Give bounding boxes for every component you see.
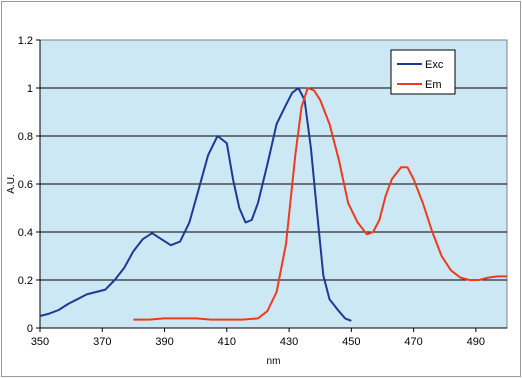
y-tick-label: 0.4 <box>18 227 33 239</box>
legend: Exc Em <box>390 49 456 95</box>
y-tick-label: 1 <box>27 83 33 95</box>
legend-label-em: Em <box>425 79 442 91</box>
x-tick-label: 350 <box>31 336 49 348</box>
y-tick-label: 0.2 <box>18 275 33 287</box>
y-tick-label: 1.2 <box>18 35 33 47</box>
series-lines <box>39 87 507 322</box>
y-axis-label: A.U. <box>6 174 17 193</box>
legend-label-exc: Exc <box>425 59 444 71</box>
x-axis-label: nm <box>267 356 281 367</box>
x-axis-ticks: 350 370 390 410 430 450 470 490 <box>31 328 485 348</box>
x-tick-label: 470 <box>404 336 422 348</box>
series-line-exc <box>39 87 352 322</box>
x-tick-label: 410 <box>218 336 236 348</box>
y-tick-label: 0.8 <box>18 131 33 143</box>
x-tick-label: 370 <box>93 336 111 348</box>
series-line-em <box>133 87 507 321</box>
y-tick-label: 0.6 <box>18 179 33 191</box>
y-tick-label: 0 <box>27 323 33 335</box>
x-tick-label: 490 <box>467 336 485 348</box>
x-tick-label: 450 <box>342 336 360 348</box>
x-tick-label: 430 <box>280 336 298 348</box>
y-axis-ticks: 0 0.2 0.4 0.6 0.8 1 1.2 <box>18 35 40 335</box>
legend-box <box>390 49 456 95</box>
x-tick-label: 390 <box>155 336 173 348</box>
